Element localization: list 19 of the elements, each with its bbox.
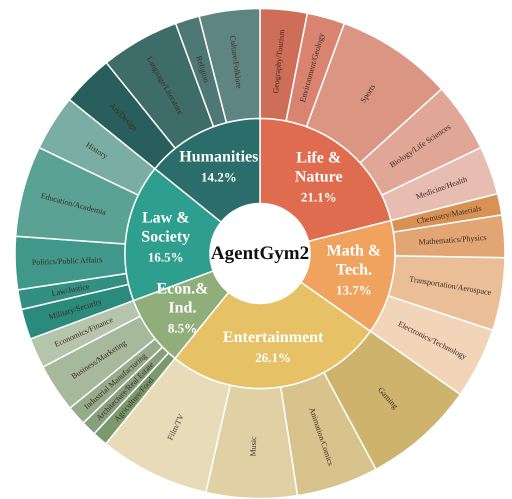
- slice-label: Math & Tech.: [326, 242, 382, 278]
- slice-label: Law/Justice: [50, 282, 91, 298]
- data-label: 13.7%: [336, 282, 372, 298]
- data-label: 16.5%: [148, 250, 184, 265]
- slice-label: Religion: [194, 54, 212, 84]
- slice-label: Humanities: [179, 148, 258, 166]
- data-label: 14.2%: [200, 169, 237, 184]
- slice-label: Law & Society: [141, 210, 190, 246]
- data-label: 26.1%: [255, 350, 292, 366]
- slice-label: Entertainment: [222, 329, 324, 346]
- slice-label: Politics/Public Affairs: [32, 255, 103, 267]
- slice-label: Mathematics/Physics: [418, 232, 487, 247]
- slice-label: Life & Nature: [294, 150, 343, 186]
- slice-label: Culture/Folklore: [228, 35, 244, 90]
- text: AgentGym2: [210, 243, 310, 264]
- slice-label: Econ.& Ind.: [156, 280, 208, 317]
- data-label: 21.1%: [300, 190, 337, 205]
- slice-label: Geography/Tourism: [271, 28, 286, 94]
- data-label: 8.5%: [168, 320, 198, 336]
